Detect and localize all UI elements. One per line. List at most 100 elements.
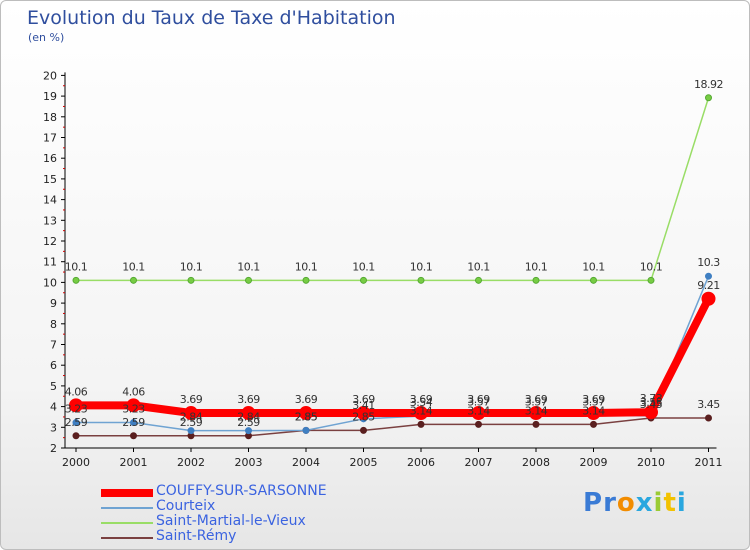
data-point [72, 419, 80, 427]
series-line-2 [75, 97, 710, 282]
data-label: 2.59 [65, 416, 88, 429]
data-point [187, 427, 195, 435]
y-tick-label: 11 [43, 256, 57, 269]
data-label: 2.85 [352, 410, 375, 423]
data-label: 10.1 [237, 260, 260, 273]
x-tick-label: 2010 [637, 456, 665, 469]
x-tick-label: 2000 [62, 456, 90, 469]
y-tick-label: 6 [50, 359, 57, 372]
data-label: 3.45 [697, 398, 720, 411]
x-tick-label: 2002 [177, 456, 205, 469]
data-label: 3.14 [467, 404, 490, 417]
data-point [647, 276, 655, 284]
data-point [701, 291, 716, 306]
y-tick-label: 17 [43, 132, 57, 145]
data-label: 18.92 [694, 78, 723, 91]
x-tick-label: 2008 [522, 456, 550, 469]
data-label: 10.1 [525, 260, 548, 273]
data-label: 3.69 [467, 393, 490, 406]
y-tick-label: 9 [50, 297, 57, 310]
legend-label-couffy: COUFFY-SUR-SARSONNE [156, 483, 327, 499]
data-labels: 10.1 10.1 10.1 10.1 10.1 10.1 10.1 10.1 10.1 10.1… [65, 78, 724, 429]
series-line-3 [75, 417, 710, 437]
data-point [360, 276, 367, 284]
data-point [471, 406, 486, 421]
data-label: 10.1 [640, 260, 663, 273]
x-tick-label: 2006 [407, 456, 435, 469]
data-label: 3.41 [352, 399, 375, 412]
unit-label: (en %) [28, 31, 65, 44]
legend-label-saint-martial: Saint-Martial-le-Vieux [156, 513, 306, 529]
axes: 2 3 4 5 6 7 8 9 10 11 12 13 14 15 16 17 18 19 20 2000 2001 20… [43, 69, 723, 469]
data-label: 10.1 [582, 260, 605, 273]
data-label: 3.73 [640, 392, 663, 405]
data-label: 3.69 [237, 393, 260, 406]
brand-letter: x [635, 488, 654, 518]
legend-swatch-saint-remy [101, 537, 153, 539]
data-label: 3.69 [525, 393, 548, 406]
data-label: 3.69 [180, 393, 203, 406]
data-label: 3.69 [295, 393, 318, 406]
brand-letter: P [583, 488, 604, 518]
brand-letter: i [653, 488, 664, 518]
data-label: 10.1 [467, 260, 490, 273]
legend-label-courteix: Courteix [156, 498, 216, 514]
data-point [356, 406, 371, 421]
y-tick-label: 7 [50, 339, 57, 352]
series-line-0 [72, 294, 713, 418]
data-label: 3.45 [640, 398, 663, 411]
y-tick-label: 4 [50, 401, 57, 414]
data-point [69, 398, 83, 413]
y-tick-label: 13 [43, 214, 57, 227]
proxiti-logo: Proxiti [583, 488, 687, 518]
data-label: 3.14 [525, 404, 548, 417]
legend-label-saint-remy: Saint-Rémy [156, 528, 237, 544]
data-label: 3.69 [582, 393, 605, 406]
data-label: 10.1 [410, 260, 433, 273]
data-label: 2.85 [295, 410, 318, 423]
data-point [299, 406, 313, 421]
data-point [414, 406, 428, 421]
y-tick-label: 16 [43, 152, 57, 165]
legend-swatch-courteix [101, 507, 153, 509]
data-point [302, 276, 310, 284]
data-point [241, 406, 256, 421]
data-label: 2.59 [237, 416, 260, 429]
brand-letter: r [603, 488, 617, 518]
brand-letter: i [676, 488, 687, 518]
data-point [705, 272, 712, 280]
x-tick-label: 2007 [465, 456, 493, 469]
data-label: 2.84 [180, 411, 203, 424]
data-label: 4.06 [65, 385, 88, 398]
y-tick-label: 10 [43, 276, 57, 289]
y-tick-label: 15 [43, 173, 57, 186]
data-point [475, 420, 482, 428]
y-tick-label: 20 [43, 69, 57, 82]
data-point [360, 426, 367, 434]
data-label: 3.54 [410, 396, 433, 409]
data-point [705, 414, 712, 422]
y-tick-label: 18 [43, 111, 57, 124]
data-point [644, 405, 658, 420]
y-tick-label: 19 [43, 90, 57, 103]
y-tick-label: 2 [50, 442, 57, 455]
data-point [245, 276, 252, 284]
data-label: 3.14 [410, 404, 433, 417]
data-label: 3.69 [352, 393, 375, 406]
y-tick-label: 8 [50, 318, 57, 331]
x-tick-label: 2011 [695, 456, 723, 469]
data-point [586, 406, 601, 421]
data-point [245, 427, 252, 435]
data-point [72, 276, 80, 284]
data-label: 3.14 [582, 404, 605, 417]
data-point [590, 420, 597, 428]
brand-letter: o [616, 488, 636, 518]
data-point [187, 276, 195, 284]
data-label: 3.23 [65, 403, 88, 416]
x-tick-label: 2004 [292, 456, 320, 469]
data-point [417, 420, 425, 428]
x-tick-label: 2003 [235, 456, 263, 469]
y-tick-label: 3 [50, 421, 57, 434]
data-label: 4.06 [122, 385, 145, 398]
